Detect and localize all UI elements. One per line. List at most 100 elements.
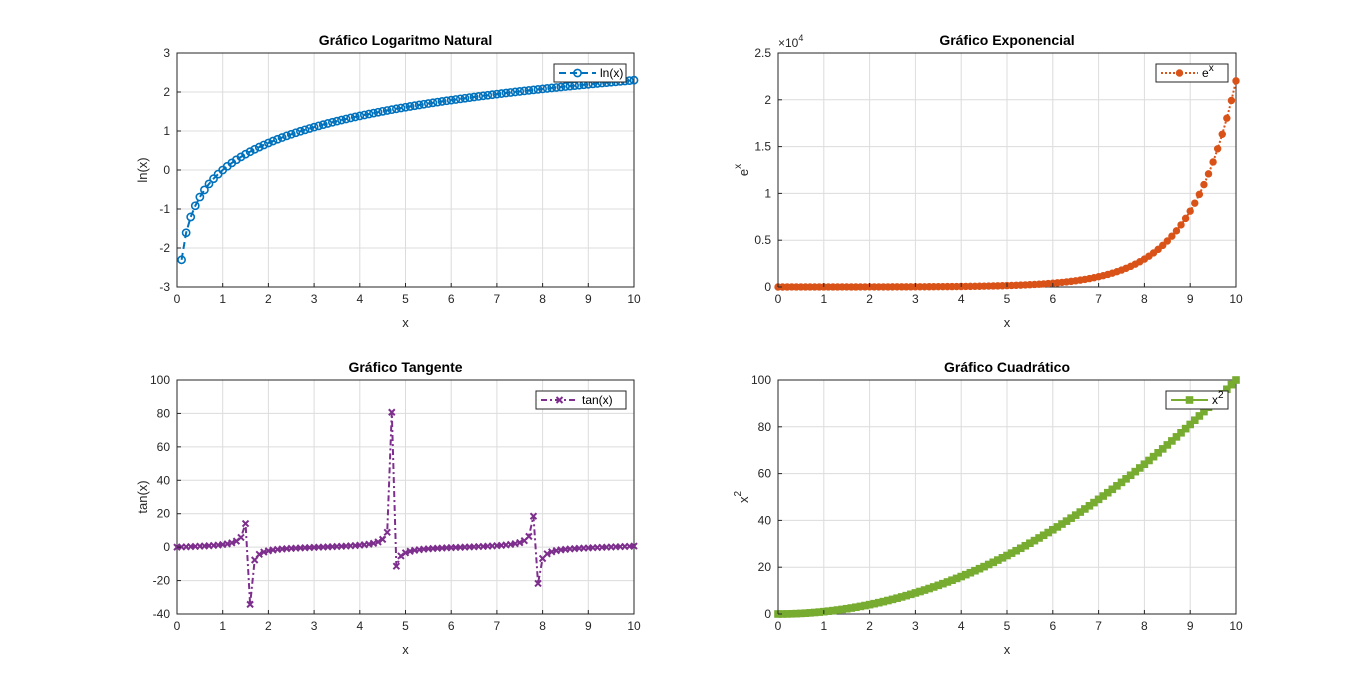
y-tick-label: 2	[163, 85, 170, 99]
chart-tan-series	[173, 408, 638, 609]
data-point	[181, 228, 191, 238]
chart-exp-legend: ex	[1155, 63, 1229, 83]
x-tick-label: 0	[174, 619, 181, 633]
legend-label: ln(x)	[600, 66, 623, 80]
data-point	[401, 549, 410, 557]
data-point	[525, 532, 533, 541]
x-tick-label: 7	[1095, 292, 1102, 306]
data-point	[538, 84, 547, 94]
y-tick-label: -3	[159, 280, 170, 294]
data-point	[1195, 190, 1204, 199]
y-tick-label: 0	[764, 607, 771, 621]
chart-ln-y-axis-label: ln(x)	[135, 157, 150, 182]
data-point	[1204, 170, 1213, 178]
data-point	[250, 556, 259, 564]
series-line	[176, 412, 635, 605]
data-point	[1218, 130, 1226, 138]
x-tick-label: 8	[539, 292, 546, 306]
series-markers	[173, 408, 638, 609]
data-point	[561, 82, 570, 91]
data-point	[1168, 437, 1176, 445]
data-point	[327, 117, 337, 127]
y-tick-label: 1.5	[754, 140, 771, 154]
data-point	[236, 152, 246, 162]
chart-exp-x-axis-label: x	[1004, 315, 1011, 330]
data-point	[1175, 69, 1184, 77]
data-point	[543, 550, 551, 558]
data-point	[1154, 448, 1162, 457]
x-tick-label: 9	[585, 619, 592, 633]
x-tick-label: 4	[356, 292, 363, 306]
legend-label: tan(x)	[582, 393, 613, 407]
y-tick-label: 20	[758, 560, 772, 574]
series-markers	[774, 77, 1240, 291]
x-tick-label: 0	[174, 292, 181, 306]
x-tick-label: 9	[1187, 619, 1194, 633]
chart-exp-grid	[777, 52, 1237, 288]
data-point	[259, 140, 269, 150]
data-point	[268, 136, 278, 146]
data-point	[401, 102, 410, 112]
x-tick-label: 5	[402, 619, 409, 633]
data-point	[410, 101, 420, 111]
data-point	[309, 122, 319, 132]
y-tick-label: 100	[150, 373, 170, 387]
data-point	[228, 539, 236, 547]
data-point	[378, 106, 388, 116]
x-tick-label: 7	[494, 619, 501, 633]
data-point	[1227, 96, 1236, 105]
y-tick-label: 80	[758, 420, 772, 434]
data-point	[346, 113, 356, 123]
x-tick-label: 5	[402, 292, 409, 306]
data-point	[305, 124, 314, 133]
x-tick-label: 4	[958, 619, 965, 633]
data-point	[314, 121, 324, 131]
data-point	[369, 108, 378, 118]
x-tick-label: 1	[820, 619, 827, 633]
data-point	[204, 179, 214, 189]
data-point	[355, 111, 365, 121]
data-point	[630, 542, 638, 550]
data-point	[1163, 441, 1172, 449]
chart-quad-x-axis-label: x	[1004, 642, 1011, 657]
data-point	[533, 84, 543, 94]
data-point	[465, 93, 474, 103]
series-line	[180, 79, 635, 260]
data-point	[1186, 420, 1195, 429]
data-point	[392, 562, 401, 570]
data-point	[547, 83, 557, 93]
data-point	[405, 102, 415, 111]
data-point	[396, 103, 406, 113]
x-tick-label: 7	[1095, 619, 1102, 633]
y-tick-label: 0.5	[754, 233, 771, 247]
y-tick-label: 60	[758, 467, 772, 481]
chart-tan-legend: tan(x)	[535, 390, 627, 410]
data-point	[524, 85, 534, 95]
data-point	[263, 138, 273, 148]
data-point	[337, 115, 346, 125]
data-point	[573, 68, 582, 78]
data-point	[451, 95, 461, 104]
data-point	[1232, 77, 1240, 85]
chart-exp-y-axis-label: ex	[733, 164, 751, 176]
data-point	[442, 96, 452, 106]
y-tick-label: -40	[153, 607, 171, 621]
data-point	[250, 144, 260, 154]
x-tick-label: 10	[627, 619, 641, 633]
data-point	[1159, 241, 1167, 250]
y-tick-label: 3	[163, 46, 170, 60]
y-tick-label: 1	[163, 124, 170, 138]
x-tick-label: 4	[958, 292, 965, 306]
data-point	[501, 88, 511, 98]
chart-ln-x-axis-label: x	[402, 315, 409, 330]
data-point	[1163, 237, 1172, 245]
data-point	[460, 93, 470, 103]
x-tick-label: 3	[311, 619, 318, 633]
x-tick-label: 2	[866, 619, 873, 633]
data-point	[529, 512, 538, 520]
data-point	[286, 129, 296, 139]
x-tick-label: 8	[1141, 619, 1148, 633]
